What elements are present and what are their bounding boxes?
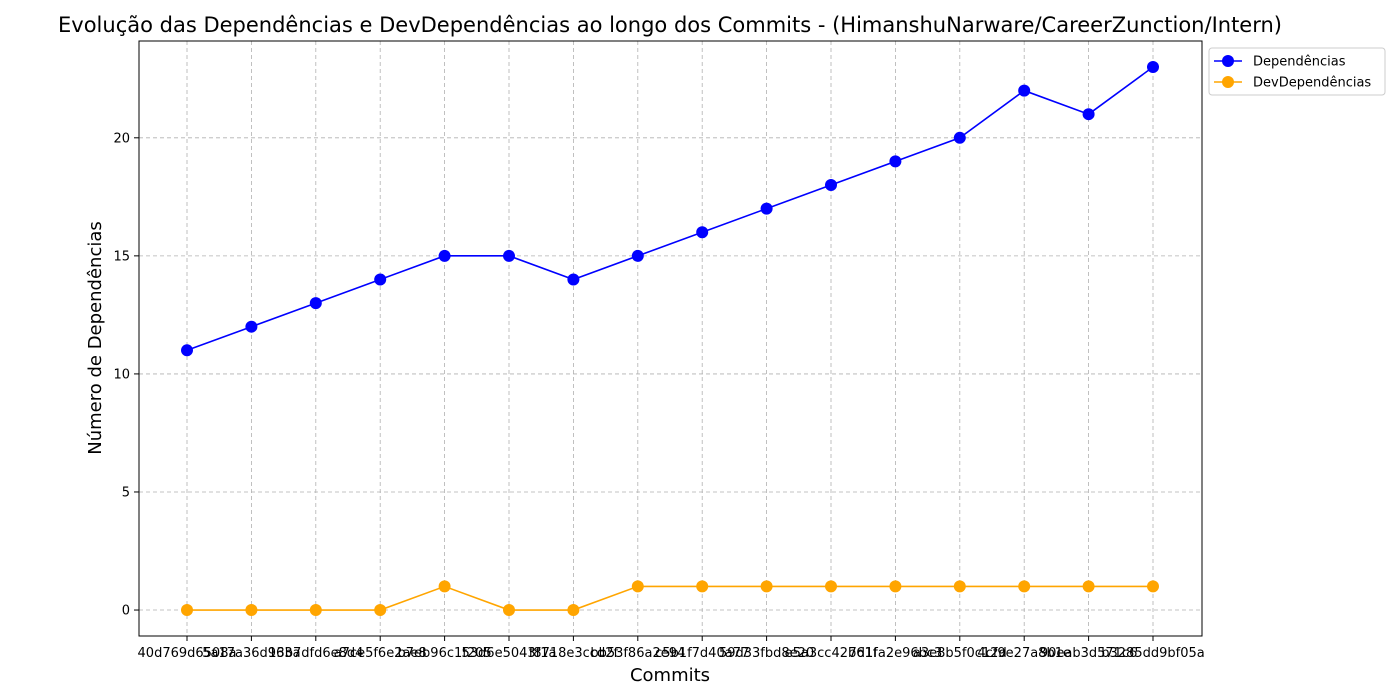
chart-title: Evolução das Dependências e DevDependênc…: [58, 13, 1282, 37]
data-point: [1147, 580, 1159, 593]
x-tick-label: 4cf9e27a8b1e: [977, 646, 1071, 661]
x-tick-label: c5b1f7d40a77: [655, 646, 749, 661]
x-tick-label: 53d6e5043f1a: [462, 646, 557, 661]
series-line: [186, 66, 1154, 352]
y-axis-title: Número de Dependências: [85, 221, 106, 455]
series-line: [187, 585, 1153, 611]
x-tick-label: 5a17a36d963a: [202, 646, 300, 661]
data-point: [696, 226, 709, 239]
x-tick-label: 40d769d6508a: [138, 646, 237, 661]
y-tick-label: 5: [122, 485, 130, 500]
x-tick-label: 13b7dfd6e8d4: [268, 646, 363, 661]
data-point: [825, 580, 837, 593]
data-point: [374, 604, 387, 617]
legend-label: Dependências: [1253, 55, 1346, 70]
x-tick-label: 59d33fbd8e20: [719, 646, 814, 661]
y-tick-label: 0: [122, 604, 130, 619]
data-point: [889, 580, 902, 593]
x-tick-label: a3e8b5f0c12d: [913, 646, 1007, 661]
data-point: [309, 604, 322, 617]
legend-label: DevDependências: [1253, 76, 1371, 91]
data-point: [889, 155, 902, 168]
data-point: [760, 580, 773, 593]
legend-frame: [1208, 47, 1386, 96]
x-tick-label: f8718e3ccd2f: [529, 646, 619, 661]
data-point: [245, 604, 258, 617]
y-tick-label: 20: [113, 131, 130, 146]
data-point: [631, 249, 644, 262]
x-tick-label: 7d1fa2e96bc3: [848, 646, 942, 661]
legend: Dependências DevDependências: [1208, 47, 1386, 96]
plot-frame: [138, 40, 1203, 637]
data-point: [696, 580, 709, 593]
data-point: [181, 604, 193, 617]
data-point: [309, 297, 322, 310]
x-tick-label: e5a3cc42b61f: [785, 646, 878, 661]
data-point: [567, 604, 580, 617]
x-tick-label: a7ce5f6e2ae8: [334, 646, 427, 661]
x-tick-label: 90eab3d571c6: [1040, 646, 1138, 661]
data-point: [1018, 580, 1031, 593]
axes: 40d769d6508a5a17a36d963a13b7dfd6e8d4a7ce…: [113, 131, 1204, 661]
data-point: [374, 273, 387, 286]
y-tick-label: 10: [113, 367, 130, 382]
data-point: [181, 344, 193, 357]
data-point: [503, 249, 515, 262]
legend-marker: [1222, 55, 1234, 67]
legend-marker: [1222, 76, 1234, 88]
data-point: [953, 580, 966, 593]
x-tick-label: bb53f86a2e94: [590, 646, 685, 661]
grid: [139, 41, 1202, 636]
y-tick-label: 15: [113, 249, 130, 264]
data-point: [1082, 108, 1095, 121]
x-tick-label: b3285dd9bf05a: [1101, 646, 1204, 661]
data-point: [953, 131, 966, 144]
data-point: [503, 604, 515, 617]
data-point: [825, 179, 837, 192]
data-point: [245, 320, 258, 333]
x-axis-title: Commits: [630, 665, 710, 686]
data-point: [438, 580, 451, 593]
x-tick-label: b7eb96c1f205: [398, 646, 492, 661]
data-point: [438, 249, 451, 262]
data-point: [760, 202, 773, 215]
data-point: [1082, 580, 1095, 593]
data-point: [567, 273, 580, 286]
data-point: [1147, 60, 1159, 73]
data-point: [1018, 84, 1031, 97]
series-layer: [181, 60, 1159, 617]
data-point: [631, 580, 644, 593]
